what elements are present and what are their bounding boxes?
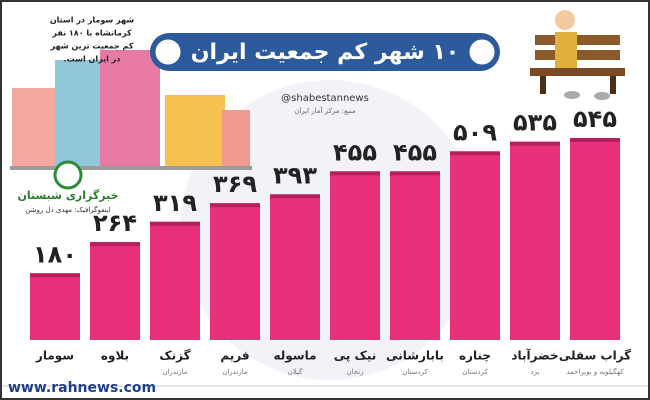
bar-top [330,171,380,176]
bar-top [510,141,560,146]
bar [150,221,200,340]
province-label: گیلان [288,367,303,376]
value-label: ۳۶۹ [213,170,257,198]
buildings-illustration [10,50,252,170]
category-label: نیک پی [334,349,377,363]
category-label: چناره [459,349,491,363]
value-label: ۳۹۳ [273,161,317,189]
value-label: ۱۸۰ [33,240,77,268]
province-label: زنجان [346,368,363,376]
bench-illustration [530,10,625,100]
brand-logo [53,160,83,190]
note-line: شهر سومار در استان [50,16,134,25]
value-label: ۴۵۵ [393,138,437,166]
province-label: کردستان [402,368,428,376]
title-logo [466,36,498,68]
category-label: بابارشانی [386,349,444,363]
value-label: ۲۶۴ [93,209,137,237]
bar-top [270,194,320,199]
footer: www.rahnews.com [8,380,156,396]
category-label: گراب سفلی [559,349,631,363]
category-label: فریم [220,349,249,363]
value-label: ۵۳۵ [513,109,557,137]
bar [330,171,380,340]
province-label: مازندران [162,368,188,376]
bar-top [90,242,140,247]
note: شهر سومار در استان کرمانشاه با ۱۸۰ نفر کم … [50,16,135,64]
note-line: در ایران است. [64,55,121,64]
category-label: سومار [35,349,74,364]
bar-top [570,138,620,142]
credit: اینفوگرافیک: مهدی دل روشن [25,205,110,214]
bar-top [390,171,440,176]
bar-top [450,151,500,156]
note-line: کم جمعیت ترین شهر [50,42,134,51]
category-label: گزنک [159,349,190,363]
bar [450,151,500,340]
bar [90,242,140,340]
bar [210,203,260,340]
bar-top [210,203,260,208]
value-label: ۵۴۵ [573,105,617,133]
value-label: ۵۰۹ [453,118,497,146]
bar [510,141,560,340]
bar [390,171,440,340]
bar [30,273,80,340]
title-logo [152,36,184,68]
category-label: خضرآباد [511,348,558,363]
bar [270,194,320,340]
province-label: کردستان [462,368,488,376]
value-label: ۴۵۵ [333,138,377,166]
province-label: یزد [531,368,540,376]
province-label: مازندران [222,368,248,376]
handle: @shabestannews [281,93,369,104]
bar [570,138,620,340]
title-banner [150,33,500,71]
source: منبع: مرکز آمار ایران [294,106,356,115]
value-label: ۳۱۹ [153,189,197,217]
bar-top [30,273,80,278]
category-label: بلاوه [101,349,129,364]
bar-top [150,221,200,226]
note-line: کرمانشاه با ۱۸۰ نفر [51,29,132,38]
brand: خبرگزاری شبستان [17,189,118,202]
province-label: کهگیلویه و بویراحمد [566,367,624,376]
chart-title: ۱۰ شهر کم جمعیت ایران [191,40,459,65]
category-label: ماسوله [273,349,316,364]
